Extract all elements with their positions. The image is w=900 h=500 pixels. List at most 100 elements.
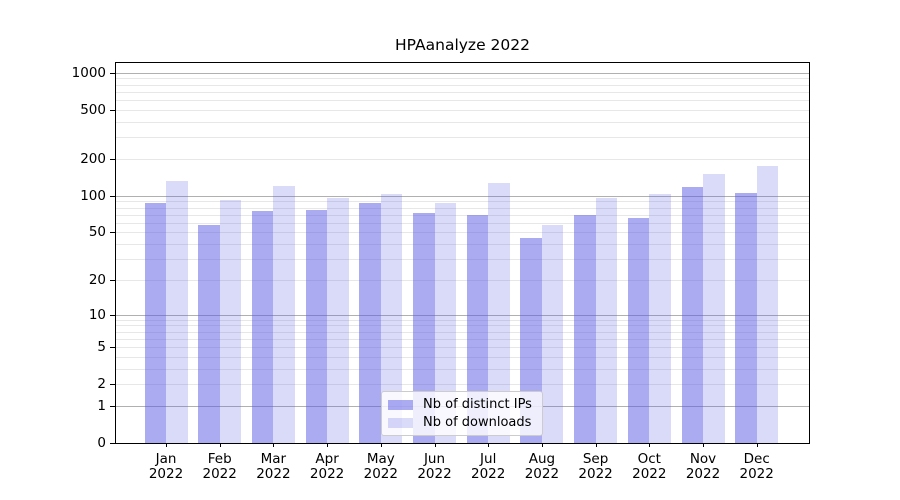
y-tick-mark	[110, 347, 115, 348]
x-tick-year: 2022	[148, 466, 184, 482]
bar-nov-downloads	[703, 174, 725, 443]
gridline-minor	[116, 137, 809, 139]
x-tick-mark	[327, 443, 329, 447]
y-tick-mark	[110, 279, 115, 281]
gridline-minor	[116, 244, 809, 245]
bar-jul-downloads	[488, 183, 510, 443]
x-tick-label: Dec 2022	[722, 452, 792, 482]
gridline-minor	[116, 384, 809, 386]
x-tick-mark	[166, 443, 167, 447]
y-tick-mark	[110, 109, 115, 111]
x-tick-label: Oct 2022	[614, 452, 684, 482]
legend-swatch-downloads	[388, 417, 413, 428]
x-tick-mark	[703, 443, 704, 447]
x-tick-label: May 2022	[346, 452, 416, 482]
y-tick-mark	[110, 72, 115, 74]
x-tick-mark	[541, 443, 543, 447]
x-tick-year: 2022	[578, 466, 613, 482]
x-tick-year: 2022	[202, 466, 237, 482]
x-tick-mark	[488, 443, 490, 447]
y-tick-mark	[110, 195, 115, 197]
x-tick-label: Mar 2022	[238, 452, 308, 482]
y-tick-mark	[110, 314, 115, 316]
x-tick-year: 2022	[417, 466, 452, 482]
legend-swatch-distinct-ips	[388, 399, 413, 410]
x-tick-year: 2022	[309, 466, 345, 482]
bar-jul-distinct-ips	[466, 215, 489, 443]
bar-aug-downloads	[541, 225, 564, 443]
gridline-minor	[116, 259, 809, 260]
gridline-minor	[116, 78, 809, 80]
y-tick-mark	[110, 443, 115, 444]
x-tick-mark	[756, 443, 758, 447]
gridline-minor	[116, 222, 809, 224]
x-tick-mark	[380, 443, 382, 447]
bar-mar-downloads	[273, 186, 295, 443]
bar-dec-downloads	[756, 165, 779, 443]
legend-label-distinct-ips: Nb of distinct IPs	[423, 397, 532, 412]
x-tick-label: Sep 2022	[561, 452, 631, 482]
gridline-minor	[116, 338, 809, 340]
gridline-minor	[116, 91, 809, 93]
legend-row-downloads: Nb of downloads	[388, 415, 534, 430]
gridline-major	[116, 72, 809, 74]
gridline-minor	[116, 158, 809, 160]
y-tick-label: 10	[88, 306, 106, 323]
x-tick-mark	[649, 443, 651, 447]
bar-feb-downloads	[219, 200, 242, 443]
gridline-minor	[116, 279, 809, 281]
x-tick-label: Jul 2022	[453, 452, 523, 482]
bar-sep-downloads	[595, 197, 618, 443]
plot-area: 0 1 2 5 10 20 50 100 200 500 1000 Jan 2022 Feb 2022 Mar…	[72, 62, 810, 482]
bar-mar-distinct-ips	[251, 210, 274, 443]
x-tick-label: Jan 2022	[131, 452, 201, 482]
gridline-minor	[116, 207, 809, 209]
bar-oct-distinct-ips	[627, 217, 650, 443]
x-tick-label: Feb 2022	[185, 452, 255, 482]
x-tick-year: 2022	[632, 466, 667, 482]
y-tick-mark	[110, 405, 115, 407]
y-tick-label: 50	[88, 224, 106, 241]
legend-row-distinct-ips: Nb of distinct IPs	[388, 397, 534, 412]
x-tick-year: 2022	[256, 466, 291, 482]
gridline-minor	[116, 201, 809, 203]
bar-dec-distinct-ips	[735, 193, 757, 443]
legend-label-downloads: Nb of downloads	[423, 415, 532, 430]
y-tick-label: 5	[97, 339, 106, 355]
gridline-minor	[116, 84, 809, 86]
y-tick-label: 200	[80, 150, 106, 167]
bar-jun-downloads	[434, 202, 456, 443]
y-tick-mark	[110, 384, 115, 386]
x-tick-mark	[595, 443, 597, 447]
bar-jun-distinct-ips	[413, 213, 435, 443]
y-tick-mark	[110, 232, 115, 234]
gridline-minor	[116, 100, 809, 102]
gridline-minor	[116, 109, 809, 111]
x-tick-label: Apr 2022	[292, 452, 362, 482]
x-tick-year: 2022	[363, 466, 398, 482]
x-tick-mark	[219, 443, 221, 447]
gridline-minor	[116, 331, 809, 333]
y-tick-label: 2	[97, 376, 106, 393]
x-tick-mark	[434, 443, 436, 447]
gridline-minor	[116, 347, 809, 348]
chart-title: HPAanalyze 2022	[395, 36, 530, 54]
gridline-minor	[116, 368, 809, 370]
bar-apr-downloads	[327, 197, 349, 443]
bar-feb-distinct-ips	[198, 225, 220, 443]
y-tick-mark	[110, 158, 115, 160]
x-tick-label: Nov 2022	[668, 452, 738, 482]
x-tick-year: 2022	[471, 466, 506, 482]
x-tick-year: 2022	[739, 466, 774, 482]
legend: Nb of distinct IPs Nb of downloads	[381, 391, 543, 436]
y-tick-label: 0	[97, 435, 106, 451]
y-tick-label: 1	[97, 397, 106, 414]
bar-apr-distinct-ips	[305, 210, 328, 443]
bar-jan-distinct-ips	[144, 203, 166, 443]
gridline-minor	[116, 121, 809, 123]
y-tick-label: 100	[80, 187, 106, 204]
bar-oct-downloads	[649, 194, 671, 443]
bar-may-distinct-ips	[359, 203, 381, 443]
x-tick-label: Aug 2022	[507, 452, 577, 482]
